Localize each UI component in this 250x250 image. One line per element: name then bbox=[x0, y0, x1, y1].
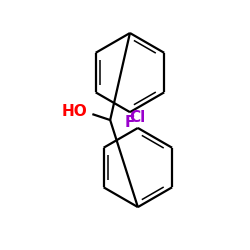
Text: F: F bbox=[125, 115, 135, 130]
Text: HO: HO bbox=[62, 104, 88, 119]
Text: Cl: Cl bbox=[130, 110, 146, 125]
